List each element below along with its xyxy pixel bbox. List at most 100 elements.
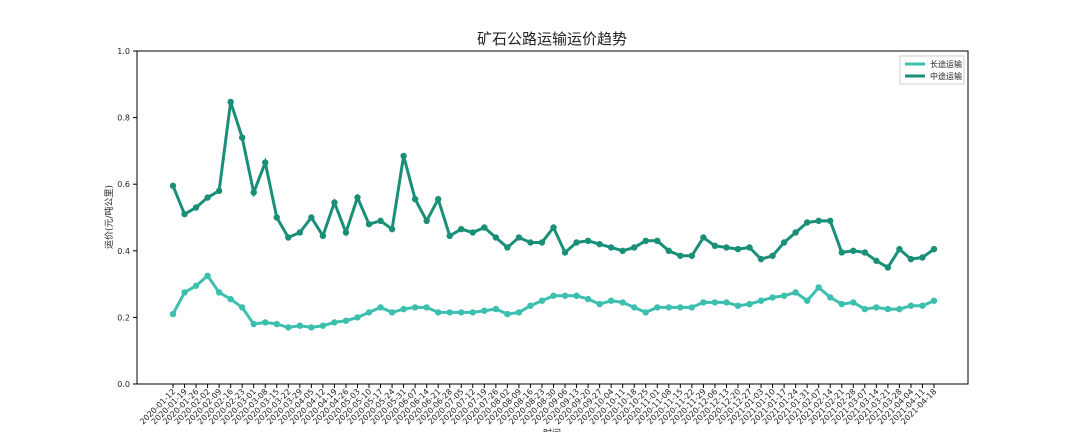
point [723,244,730,251]
point [803,219,811,226]
y-axis-label: 运价(元/吨公里) [103,185,115,249]
point [504,310,511,318]
point [850,247,857,254]
point [573,292,580,299]
point [469,229,476,236]
point [227,98,234,106]
point [388,225,396,233]
point [907,302,915,309]
point [411,195,419,203]
point [607,297,615,304]
point [884,305,892,313]
point [296,229,304,236]
point [192,282,200,289]
point [285,324,292,331]
point [550,224,557,231]
point [827,294,834,301]
point [654,304,661,311]
point [169,310,177,318]
point [469,309,476,316]
point [896,245,903,253]
point [250,320,257,328]
point [677,304,684,311]
point [181,289,188,296]
point [215,289,223,296]
point [838,249,845,256]
point [757,255,765,263]
point [504,244,511,251]
point [342,317,350,324]
point [319,322,327,329]
point [515,309,523,316]
point [677,252,684,259]
point [227,295,234,303]
point [815,217,822,225]
point [238,134,246,141]
point [815,284,822,291]
point [273,214,280,221]
point [434,195,442,203]
point [665,247,673,254]
point [492,234,500,241]
point [400,152,407,160]
y-tick-label: 0.4 [117,247,130,256]
point [308,214,315,221]
point [642,309,649,316]
point [423,217,430,225]
point [365,309,373,316]
point [250,189,257,196]
point [792,289,799,296]
point [803,297,811,304]
point [377,304,384,311]
point [331,319,338,326]
line [171,101,935,270]
point [446,309,453,316]
point [734,245,742,253]
point [331,199,338,206]
legend-box [899,55,965,85]
point [400,305,407,313]
point [792,229,799,236]
point [827,217,834,225]
point [262,159,269,166]
point [434,309,442,316]
point [861,305,869,313]
plot-frame [136,50,969,385]
y-tick-label: 0.0 [117,380,130,389]
point [262,319,269,326]
point [527,302,534,309]
point [354,194,361,201]
point [538,239,546,246]
point [423,304,430,311]
point [665,304,673,311]
legend-label: 长途运输 [930,59,962,69]
point [458,225,465,233]
point [411,304,419,311]
point [873,257,880,264]
point [873,304,880,311]
point [596,300,603,308]
point [930,297,938,304]
point [296,322,304,329]
point [700,299,707,306]
point [654,237,661,245]
point [619,247,626,254]
point [192,204,200,211]
point [181,210,188,218]
point [907,255,915,263]
point [884,264,892,271]
point [850,299,857,306]
point [481,307,488,314]
point [930,245,938,253]
point [377,217,384,225]
point [711,299,719,306]
point [238,304,246,311]
point [584,237,592,245]
y-tick-label: 0.6 [117,180,130,189]
point [561,292,569,299]
point [561,249,569,256]
point [769,252,776,259]
point [723,299,730,306]
point [746,300,753,308]
point [642,237,649,245]
